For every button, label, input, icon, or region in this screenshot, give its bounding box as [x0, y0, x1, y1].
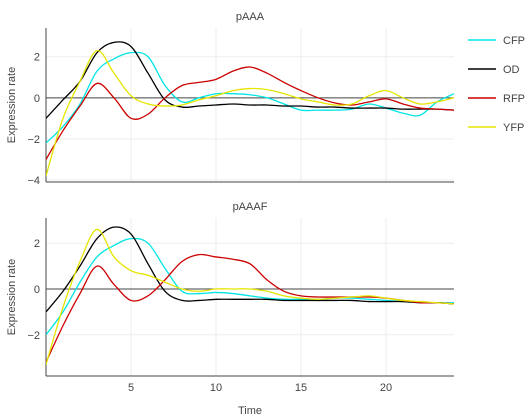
legend-item-yfp[interactable]: YFP	[468, 122, 524, 134]
panel-title: pAAA	[236, 11, 265, 23]
legend-label: OD	[503, 64, 520, 76]
panel-title: pAAAF	[233, 201, 268, 213]
series-line-od	[46, 226, 454, 313]
y-tick-label: 0	[34, 93, 40, 105]
x-axis-label: Time	[238, 405, 262, 417]
panel-1: −2 0 2 pAAAF Expression rate	[6, 201, 454, 377]
y-tick-label: −4	[27, 175, 40, 187]
y-tick-label: 0	[34, 284, 40, 296]
series-line-yfp	[46, 228, 454, 365]
y-tick-label: 2	[34, 238, 40, 250]
series-line-rfp	[46, 66, 454, 160]
y-axis-label: Expression rate	[6, 67, 18, 143]
legend-item-cfp[interactable]: CFP	[468, 35, 525, 47]
legend-item-od[interactable]: OD	[468, 64, 520, 76]
series-line-od	[46, 41, 454, 119]
panel-0: −4 −2 0 2 pAAA Expression rate	[6, 11, 454, 187]
x-tick-label: 15	[295, 382, 307, 394]
legend-label: YFP	[503, 122, 524, 134]
legend: CFP OD RFP YFP	[468, 35, 525, 134]
x-tick-label: 20	[380, 382, 392, 394]
x-tick-label: 5	[128, 382, 134, 394]
y-tick-label: 2	[34, 52, 40, 64]
y-axis-label: Expression rate	[6, 259, 18, 335]
legend-label: RFP	[503, 93, 525, 105]
y-tick-label: −2	[27, 134, 40, 146]
series-line-rfp	[46, 253, 454, 363]
y-tick-label: −2	[27, 330, 40, 342]
legend-label: CFP	[503, 35, 525, 47]
series-line-yfp	[46, 49, 454, 177]
series-line-cfp	[46, 237, 454, 336]
legend-item-rfp[interactable]: RFP	[468, 93, 525, 105]
x-tick-label: 10	[210, 382, 222, 394]
